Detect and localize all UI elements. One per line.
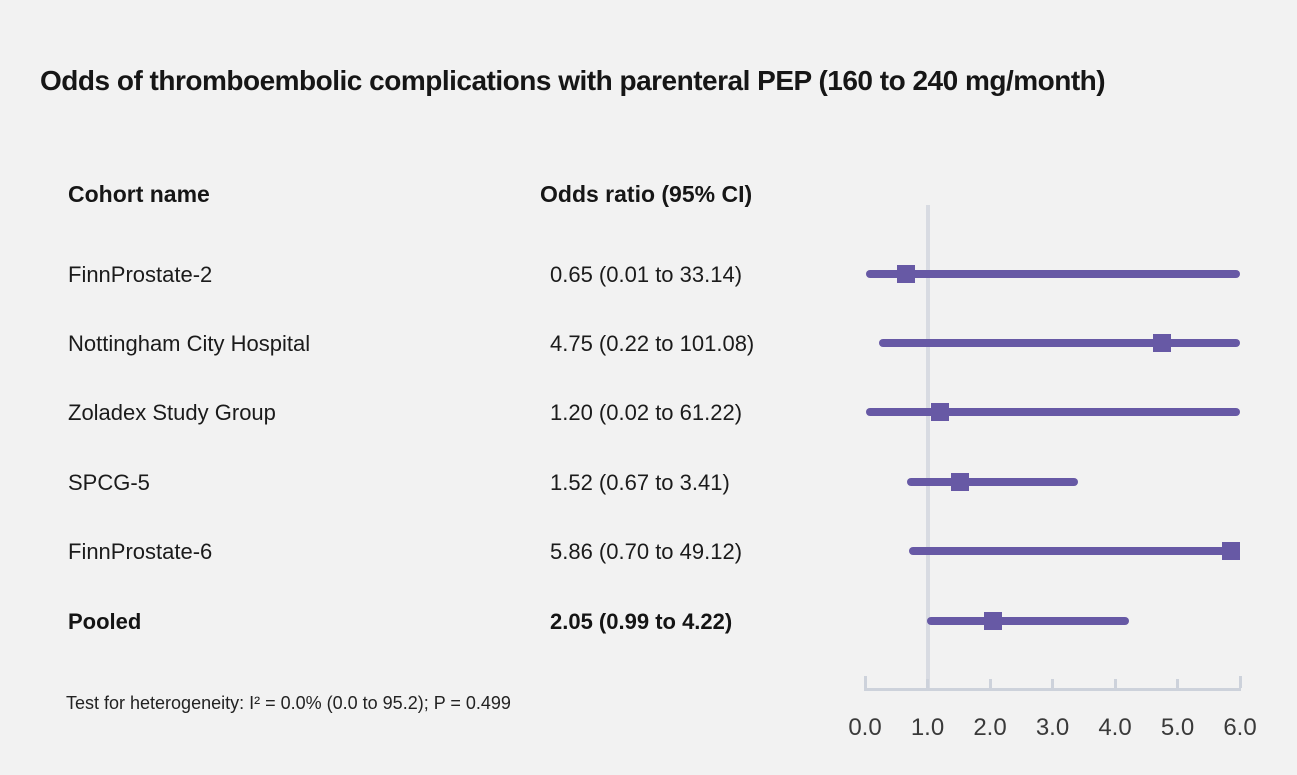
heterogeneity-footnote: Test for heterogeneity: I² = 0.0% (0.0 t… xyxy=(66,693,511,713)
cohort-name: FinnProstate-6 xyxy=(68,539,213,565)
reference-line xyxy=(925,205,930,688)
x-axis-tick-label: 6.0 xyxy=(1223,714,1257,741)
confidence-interval-line xyxy=(866,408,1240,417)
x-axis-tick xyxy=(926,679,929,688)
cohort-name: Zoladex Study Group xyxy=(68,400,276,426)
x-axis-line xyxy=(864,688,1241,691)
x-axis-tick xyxy=(1238,676,1242,688)
odds-ratio-marker xyxy=(951,472,969,491)
odds-ratio-header: Odds ratio (95% CI) xyxy=(540,181,753,207)
odds-ratio-value: 5.86 (0.70 to 49.12) xyxy=(550,539,743,565)
odds-ratio-value: 1.52 (0.67 to 3.41) xyxy=(550,469,730,495)
odds-ratio-value: 4.75 (0.22 to 101.08) xyxy=(550,330,755,356)
x-axis-tick xyxy=(1113,679,1117,688)
confidence-interval-line xyxy=(908,547,1240,556)
odds-ratio-value: 2.05 (0.99 to 4.22) xyxy=(550,608,733,634)
x-axis-tick-label: 1.0 xyxy=(910,714,945,741)
confidence-interval-line xyxy=(878,338,1240,347)
cohort-name-header: Cohort name xyxy=(68,181,210,207)
cohort-name: Pooled xyxy=(68,608,142,634)
cohort-name: SPCG-5 xyxy=(68,469,150,495)
cohort-name: Nottingham City Hospital xyxy=(68,330,311,356)
confidence-interval-line xyxy=(926,616,1129,625)
odds-ratio-marker xyxy=(984,611,1003,630)
x-axis-tick-label: 2.0 xyxy=(973,714,1007,741)
odds-ratio-value: 1.20 (0.02 to 61.22) xyxy=(550,400,743,426)
x-axis-tick xyxy=(863,676,867,688)
x-axis-tick xyxy=(1051,679,1054,688)
cohort-name: FinnProstate-2 xyxy=(68,261,213,287)
x-axis-tick-label: 5.0 xyxy=(1160,714,1195,741)
chart-title: Odds of thromboembolic complications wit… xyxy=(40,65,1106,96)
x-axis-tick-label: 0.0 xyxy=(848,714,882,741)
x-axis-tick xyxy=(1176,679,1179,688)
odds-ratio-marker xyxy=(896,264,915,283)
x-axis-tick-label: 3.0 xyxy=(1035,714,1070,741)
confidence-interval-line xyxy=(906,477,1079,486)
x-axis-tick-label: 4.0 xyxy=(1098,714,1132,741)
odds-ratio-marker xyxy=(1152,333,1171,352)
odds-ratio-marker xyxy=(1222,542,1241,561)
odds-ratio-value: 0.65 (0.01 to 33.14) xyxy=(550,261,743,287)
x-axis-tick xyxy=(988,679,992,688)
odds-ratio-marker xyxy=(931,403,949,422)
confidence-interval-line xyxy=(865,269,1240,278)
